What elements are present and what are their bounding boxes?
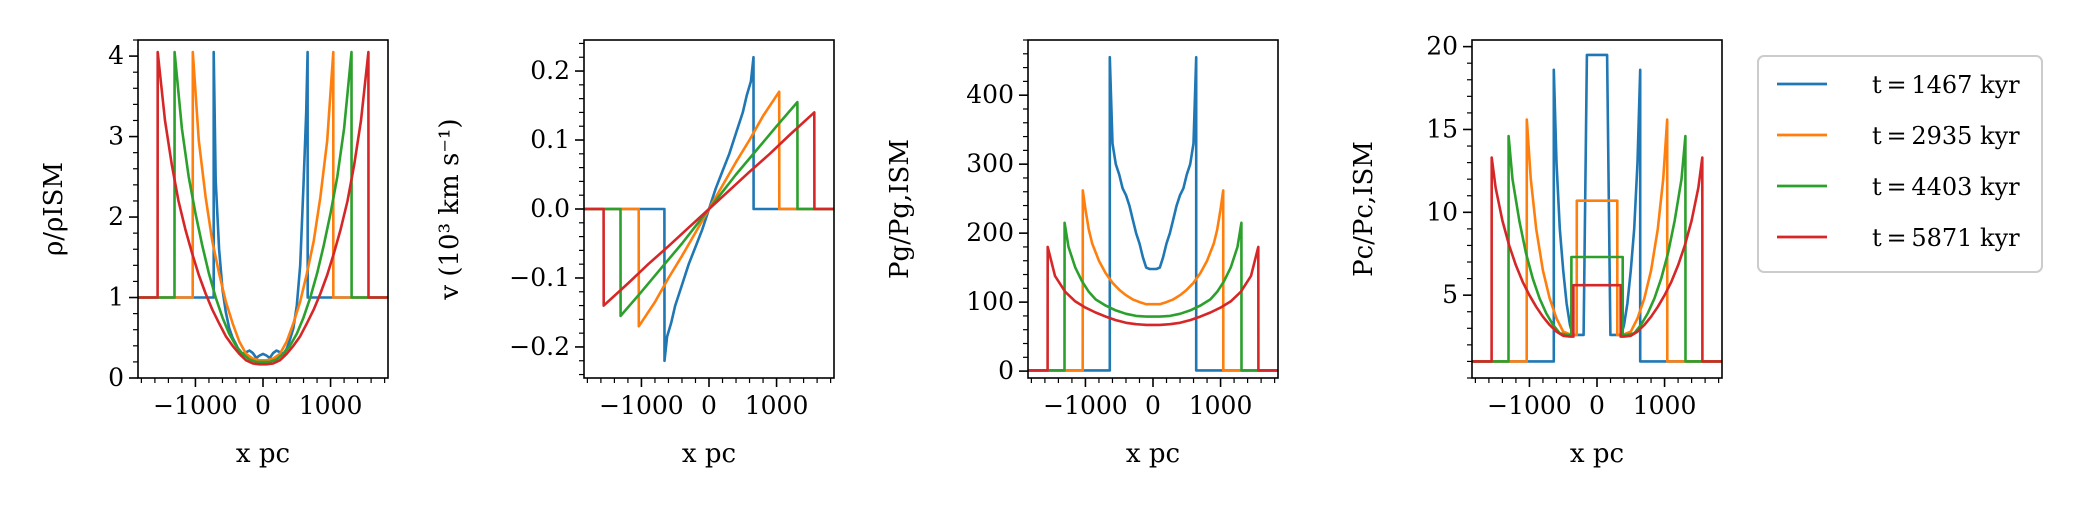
y-tick-label: 300 (966, 149, 1014, 178)
y-axis-label: Pg/Pg,ISM (885, 139, 915, 279)
y-tick-label: 10 (1426, 197, 1458, 226)
x-tick-label: 0 (255, 391, 271, 420)
x-axis-label: x pc (1126, 439, 1180, 469)
x-tick-label: 1000 (1189, 391, 1253, 420)
x-tick-label: 0 (701, 391, 717, 420)
y-axis-label: Pc/Pc,ISM (1349, 141, 1379, 277)
panel-gas-pressure: −1000 0 1000 0 100 200 300 400 x pc Pg/Pg,ISM (885, 39, 1279, 469)
x-axis-label: x pc (682, 439, 736, 469)
x-tick-label: 0 (1145, 391, 1161, 420)
y-tick-label: 20 (1426, 32, 1458, 61)
series-line-1 (1028, 55, 1278, 372)
panel-velocity: −1000 0 1000 −0.2 −0.1 0.0 0.1 0.2 x pc v (10³ km… (435, 39, 835, 469)
y-tick-label: 0 (108, 363, 124, 392)
series-line-4 (1028, 245, 1278, 372)
y-tick-label: 2 (108, 202, 124, 231)
series-line-4 (584, 111, 834, 307)
series-line-3 (1028, 221, 1278, 372)
y-tick-label: 200 (966, 218, 1014, 247)
panel-cr-pressure: −1000 0 1000 5 10 15 20 x pc Pc/Pc,ISM (1349, 32, 1723, 469)
series-line-1 (138, 50, 388, 360)
legend-label: t = 1467 kyr (1872, 71, 2020, 99)
legend-label: t = 5871 kyr (1872, 224, 2020, 252)
x-tick-label: −1000 (599, 391, 684, 420)
series-line-2 (1472, 118, 1722, 363)
legend-label: t = 4403 kyr (1872, 173, 2020, 201)
legend: t = 1467 kyr t = 2935 kyr t = 4403 kyr t = … (1757, 55, 2043, 273)
x-tick-label: 1000 (299, 391, 363, 420)
x-tick-label: −1000 (1487, 391, 1572, 420)
y-tick-label: 5 (1442, 280, 1458, 309)
y-tick-label: 0.1 (530, 125, 570, 154)
y-axis-label: ρ/ρISM (39, 162, 69, 256)
y-tick-label: 0.2 (530, 56, 570, 85)
series-line-3 (138, 50, 388, 364)
series-line-2 (138, 50, 388, 362)
y-tick-label: 0.0 (530, 194, 570, 223)
x-tick-label: −1000 (1043, 391, 1128, 420)
x-axis-label: x pc (1570, 439, 1624, 469)
series-line-2 (1028, 189, 1278, 372)
series-line-4 (1472, 156, 1722, 363)
panel-density: −1000 0 1000 0 1 2 3 4 x pc ρ/ρISM (39, 39, 389, 469)
x-tick-label: 1000 (1633, 391, 1697, 420)
x-tick-label: 0 (1589, 391, 1605, 420)
x-tick-label: −1000 (153, 391, 238, 420)
series-line-1 (1472, 53, 1722, 363)
y-tick-label: −0.1 (509, 263, 570, 292)
series-line-3 (1472, 134, 1722, 363)
x-axis-label: x pc (236, 439, 290, 469)
y-axis-label: v (10³ km s⁻¹) (435, 118, 465, 300)
x-tick-label: 1000 (745, 391, 809, 420)
y-tick-label: 1 (108, 283, 124, 312)
y-tick-label: 0 (998, 356, 1014, 385)
y-tick-label: 400 (966, 80, 1014, 109)
y-tick-label: −0.2 (509, 332, 570, 361)
series-line-4 (138, 50, 388, 366)
y-tick-label: 4 (108, 41, 124, 70)
y-tick-label: 15 (1426, 114, 1458, 143)
y-tick-label: 3 (108, 122, 124, 151)
legend-frame (1757, 55, 2043, 273)
legend-label: t = 2935 kyr (1872, 122, 2020, 150)
y-tick-label: 100 (966, 287, 1014, 316)
